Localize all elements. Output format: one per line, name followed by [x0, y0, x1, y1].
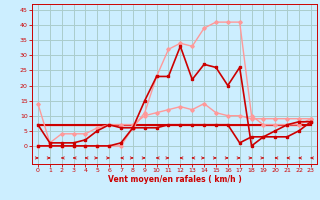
X-axis label: Vent moyen/en rafales ( km/h ): Vent moyen/en rafales ( km/h ) [108, 175, 241, 184]
